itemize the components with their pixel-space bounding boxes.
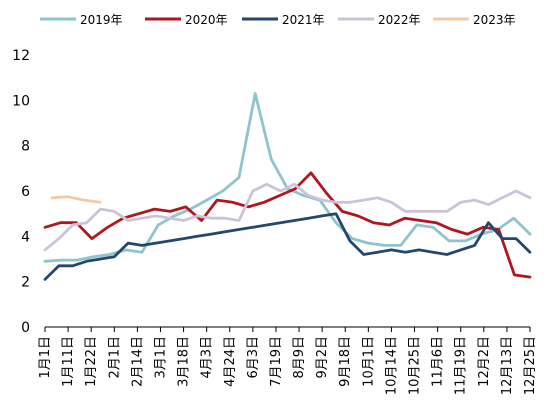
legend-label: 2021年 — [282, 13, 325, 27]
x-tick-label: 3月18日 — [177, 336, 192, 387]
legend-label: 2020年 — [185, 13, 228, 27]
plot-area — [43, 92, 532, 281]
x-tick-label: 11月6日 — [431, 336, 446, 387]
x-tick-label: 1月11日 — [61, 336, 76, 387]
y-tick-label: 4 — [21, 229, 30, 245]
x-tick-label: 12月2日 — [477, 336, 492, 387]
x-tick-label: 9月18日 — [338, 336, 353, 387]
y-tick-label: 2 — [21, 275, 30, 291]
x-tick-label: 1月1日 — [38, 336, 53, 379]
x-tick-label: 4月24日 — [223, 336, 238, 387]
x-axis: 1月1日 1月11日 1月22日 2月1日 2月14日 3月1日 3月18日 4月3日 4月24… — [38, 326, 538, 395]
legend-label: 2019年 — [80, 13, 123, 27]
series-line-2019年 — [43, 92, 532, 263]
x-tick-label: 9月2日 — [315, 336, 330, 379]
y-tick-label: 0 — [21, 320, 30, 336]
x-tick-label: 2月14日 — [130, 336, 145, 387]
x-tick-label: 1月22日 — [84, 336, 99, 387]
x-tick-label: 10月25日 — [408, 336, 423, 395]
legend: 2019年 2020年 2021年 2022年 2023年 — [40, 13, 516, 27]
y-tick-label: 6 — [21, 184, 30, 200]
x-tick-label: 2月1日 — [107, 336, 122, 379]
series-line-2021年 — [43, 212, 532, 281]
series-line-2022年 — [43, 182, 532, 252]
x-tick-label: 8月9日 — [292, 336, 307, 379]
y-axis: 0 2 4 6 8 10 12 — [12, 48, 30, 336]
series-line-2023年 — [50, 195, 102, 204]
x-tick-label: 3月1日 — [153, 336, 168, 379]
x-tick-label: 4月3日 — [200, 336, 215, 379]
legend-label: 2023年 — [473, 13, 516, 27]
x-tick-label: 7月19日 — [269, 336, 284, 387]
x-tick-label: 11月19日 — [454, 336, 469, 395]
y-tick-label: 8 — [21, 139, 30, 155]
x-tick-label: 10月14日 — [384, 336, 399, 395]
y-tick-label: 10 — [12, 93, 30, 109]
legend-label: 2022年 — [378, 13, 421, 27]
x-tick-label: 10月1日 — [361, 336, 376, 387]
x-tick-label: 12月13日 — [500, 336, 515, 395]
y-tick-label: 12 — [12, 48, 30, 64]
x-tick-label: 6月3日 — [246, 336, 261, 379]
x-tick-label: 12月25日 — [523, 336, 538, 395]
